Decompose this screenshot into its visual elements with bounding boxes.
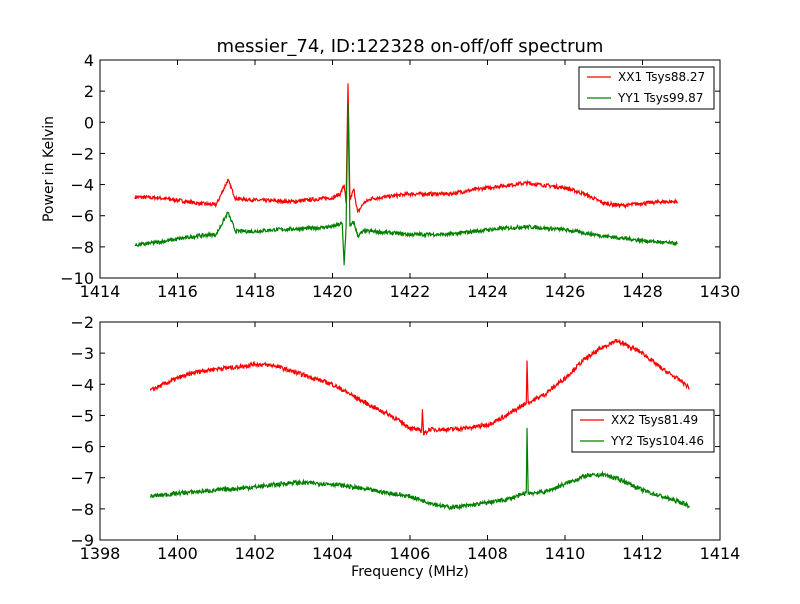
y-tick-label: −10 <box>60 269 94 288</box>
x-tick-label: 1418 <box>235 282 276 301</box>
y-tick-label: −4 <box>70 176 94 195</box>
x-tick-label: 1398 <box>80 544 121 563</box>
series-line-1 <box>134 83 678 214</box>
legend-label: YY1 Tsys99.87 <box>617 91 703 105</box>
y-tick-label: 0 <box>84 113 94 132</box>
y-tick-label: −8 <box>70 238 94 257</box>
x-tick-label: 1420 <box>312 282 353 301</box>
top-panel: 1414 1416 1418 1420 1422 1424 1426 1428 1430 −10 −… <box>60 51 740 301</box>
x-tick-label: 1426 <box>545 282 586 301</box>
x-tick-label: 1408 <box>467 544 508 563</box>
x-tick-label: 1414 <box>80 282 121 301</box>
x-tick-label: 1400 <box>157 544 198 563</box>
x-tick-label: 1416 <box>157 282 198 301</box>
y-axis-label: Power in Kelvin <box>41 116 57 222</box>
y-tick-label: −6 <box>70 438 94 457</box>
x-tick-label: 1430 <box>700 282 741 301</box>
y-tick-label: −4 <box>70 375 94 394</box>
series-line-1 <box>149 338 690 436</box>
x-tick-label: 1412 <box>622 544 663 563</box>
x-tick-label: 1422 <box>390 282 431 301</box>
x-tick-label: 1404 <box>312 544 353 563</box>
series-line-2 <box>134 103 678 266</box>
legend-label: YY2 Tsys104.46 <box>610 434 704 448</box>
y-tick-label: 4 <box>84 51 94 70</box>
series-line-2 <box>149 427 690 511</box>
x-tick-label: 1402 <box>235 544 276 563</box>
x-tick-label: 1428 <box>622 282 663 301</box>
x-tick-label: 1406 <box>390 544 431 563</box>
y-tick-label: 2 <box>84 82 94 101</box>
legend: XX1 Tsys88.27 YY1 Tsys99.87 <box>578 66 715 110</box>
y-tick-label: −3 <box>70 344 94 363</box>
y-tick-label: −8 <box>70 500 94 519</box>
y-tick-label: −2 <box>70 313 94 332</box>
legend-label: XX2 Tsys81.49 <box>611 413 698 427</box>
chart-title: messier_74, ID:122328 on-off/off spectru… <box>217 36 604 57</box>
x-tick-label: 1410 <box>545 544 586 563</box>
bottom-panel: 1398 1400 1402 1404 1406 1408 1410 1412 1414 −9 −8… <box>70 313 740 563</box>
y-tick-label: −6 <box>70 207 94 226</box>
legend-label: XX1 Tsys88.27 <box>618 70 705 84</box>
legend: XX2 Tsys81.49 YY2 Tsys104.46 <box>571 409 715 453</box>
x-tick-label: 1414 <box>700 544 741 563</box>
x-tick-label: 1424 <box>467 282 508 301</box>
y-tick-label: −5 <box>70 406 94 425</box>
x-axis-label: Frequency (MHz) <box>351 564 469 580</box>
y-tick-label: −2 <box>70 144 94 163</box>
y-tick-label: −7 <box>70 469 94 488</box>
y-tick-label: −9 <box>70 531 94 550</box>
legend-box <box>571 409 715 453</box>
legend-box <box>578 66 715 110</box>
